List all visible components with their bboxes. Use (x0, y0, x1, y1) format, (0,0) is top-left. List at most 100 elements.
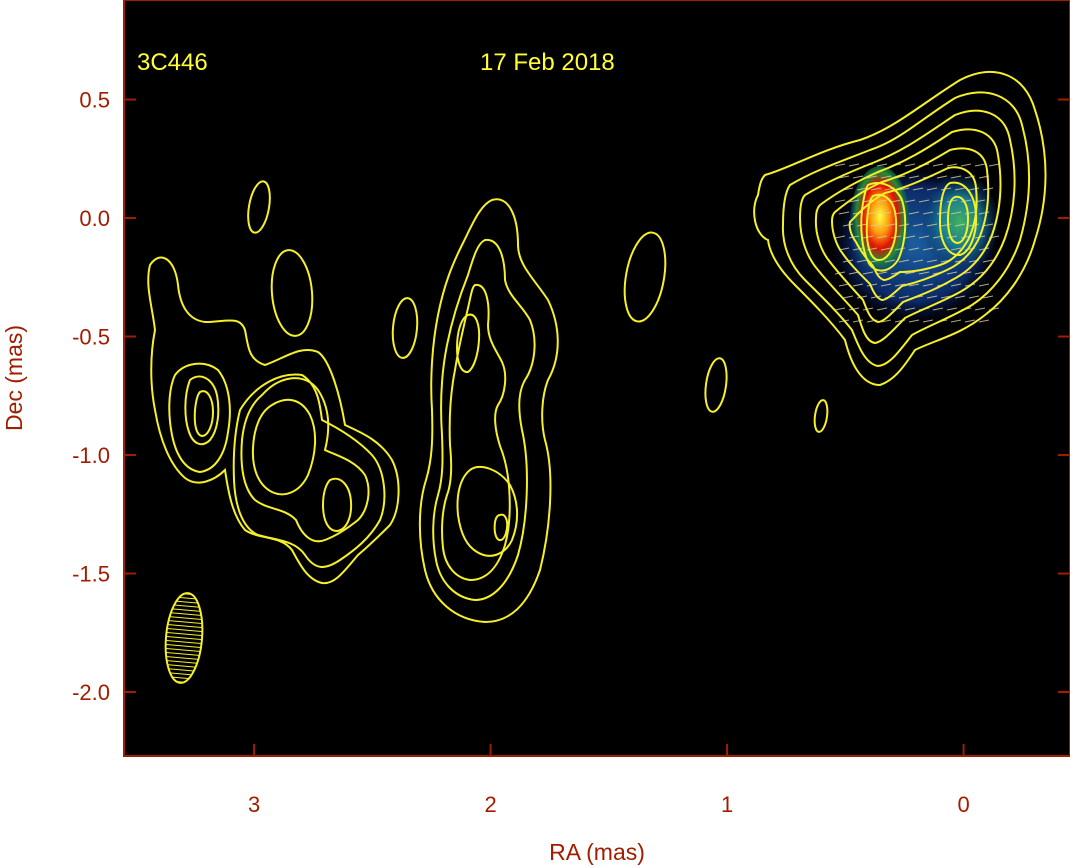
evpa-tick (908, 247, 920, 251)
evpa-tick (932, 307, 944, 311)
evpa-tick (834, 163, 846, 167)
evpa-tick (940, 223, 952, 227)
evpa-tick (982, 223, 994, 227)
evpa-tick (876, 235, 888, 239)
x-tick-label: 2 (484, 792, 496, 817)
evpa-tick (946, 235, 958, 239)
evpa-tick (834, 307, 846, 311)
x-tick-label: 3 (248, 792, 260, 817)
evpa-tick (862, 271, 874, 275)
evpa-tick (922, 319, 934, 323)
contour-jet2-2 (432, 238, 536, 602)
evpa-tick (950, 175, 962, 179)
contour-jet3-f (321, 477, 353, 533)
evpa-tick (960, 163, 972, 167)
contour-blob-1 (623, 231, 667, 323)
evpa-tick (964, 319, 976, 323)
evpa-tick (978, 319, 990, 323)
evpa-tick (898, 223, 910, 227)
evpa-tick (918, 235, 930, 239)
contour-jet3-b (184, 375, 220, 446)
y-tick-label: -1.5 (72, 562, 110, 587)
contour-jet3-outer (147, 256, 400, 585)
evpa-tick (852, 283, 864, 287)
evpa-tick (876, 307, 888, 311)
contour-core-5 (830, 147, 990, 302)
evpa-tick (964, 211, 976, 215)
evpa-tick (978, 283, 990, 287)
evpa-tick (898, 295, 910, 299)
evpa-tick (842, 223, 854, 227)
contour-blob-6 (391, 297, 419, 359)
evpa-tick (898, 259, 910, 263)
evpa-tick (946, 307, 958, 311)
evpa-tick (904, 199, 916, 203)
evpa-tick (870, 223, 882, 227)
evpa-tick (880, 283, 892, 287)
evpa-tick (926, 259, 938, 263)
evpa-tick (894, 247, 906, 251)
evpa-tick (866, 283, 878, 287)
plot-area (124, 0, 1070, 756)
evpa-tick (852, 247, 864, 251)
evpa-tick (876, 163, 888, 167)
contour-blob-3 (813, 399, 829, 433)
evpa-tick (880, 211, 892, 215)
evpa-tick (894, 211, 906, 215)
evpa-tick (908, 211, 920, 215)
contour-knot-inner-2 (865, 193, 898, 261)
evpa-tick (982, 295, 994, 299)
y-axis-label: Dec (mas) (1, 325, 27, 431)
evpa-tick (880, 247, 892, 251)
evpa-tick (936, 247, 948, 251)
contour-jet3-e (251, 398, 316, 496)
x-tick-labels: 3 2 1 0 (248, 792, 970, 817)
contour-jet2-3 (441, 283, 511, 582)
evpa-tick (876, 199, 888, 203)
evpa-tick (834, 235, 846, 239)
contour-blob-2 (704, 357, 728, 413)
evpa-tick (926, 295, 938, 299)
evpa-tick (918, 271, 930, 275)
evpa-tick (904, 163, 916, 167)
evpa-tick (936, 211, 948, 215)
evpa-tick (904, 235, 916, 239)
evpa-tick (856, 187, 868, 191)
evpa-tick (922, 283, 934, 287)
evpa-tick (842, 295, 854, 299)
evpa-tick (848, 163, 860, 167)
y-tick-label: -2.0 (72, 680, 110, 705)
evpa-tick (960, 199, 972, 203)
y-tick-label: 0.5 (79, 88, 110, 113)
evpa-tick (912, 259, 924, 263)
evpa-tick (856, 259, 868, 263)
evpa-tick (904, 271, 916, 275)
evpa-tick (848, 199, 860, 203)
evpa-tick (974, 307, 986, 311)
evpa-tick (852, 319, 864, 323)
contour-core-4 (814, 128, 1002, 324)
contour-jet3-g (232, 373, 386, 568)
contour-core-2 (781, 91, 1030, 368)
evpa-tick (912, 187, 924, 191)
beam-ellipse (164, 592, 204, 684)
contour-core-inner-2 (946, 195, 970, 245)
evpa-tick (880, 319, 892, 323)
contour-jet2-4 (455, 313, 481, 374)
evpa-tick (974, 163, 986, 167)
evpa-tick (876, 271, 888, 275)
contour-knot-inner-1 (860, 182, 907, 272)
evpa-tick (838, 211, 850, 215)
evpa-tick (982, 259, 994, 263)
y-tick-labels: 0.5 0.0 -0.5 -1.0 -1.5 -2.0 (72, 88, 110, 705)
evpa-tick (946, 271, 958, 275)
evpa-tick (862, 307, 874, 311)
evpa-tick (870, 187, 882, 191)
evpa-tick (834, 199, 846, 203)
evpa-tick (866, 175, 878, 179)
evpa-tick (884, 223, 896, 227)
evpa-tick (946, 163, 958, 167)
evpa-tick (894, 283, 906, 287)
contour-blob-5 (270, 249, 314, 337)
